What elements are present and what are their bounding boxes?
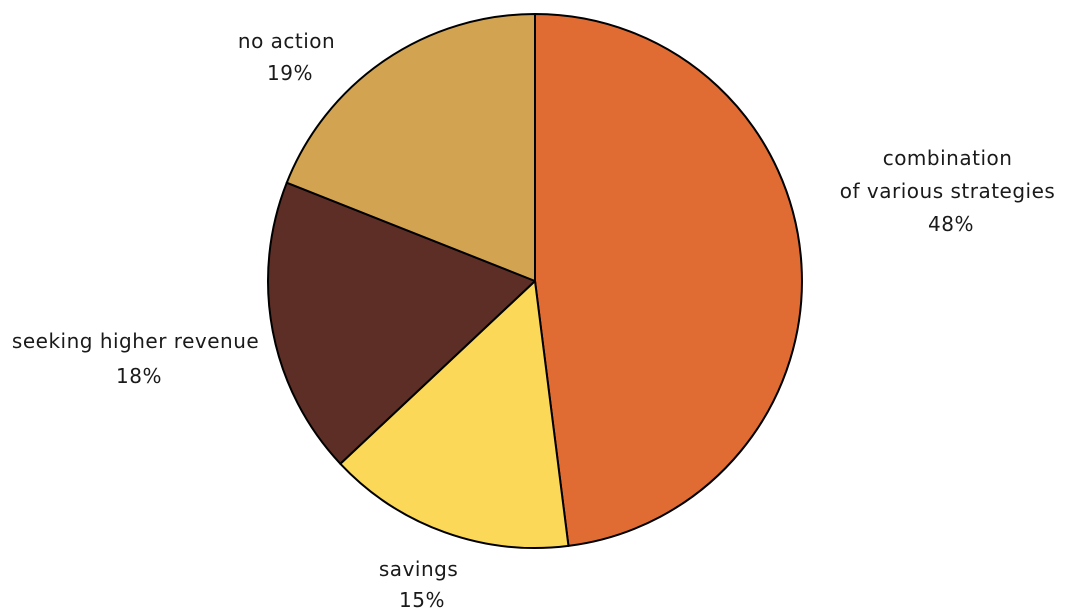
slice-value-savings: 15% bbox=[399, 588, 445, 609]
slice-label-combination-line-1: combination bbox=[883, 146, 1013, 170]
slice-value-no-action: 19% bbox=[267, 61, 313, 85]
slice-value-combination: 48% bbox=[928, 212, 974, 236]
slice-label-savings-line-1: savings bbox=[379, 557, 458, 581]
pie-slice-combination-of-various-strategies bbox=[534, 13, 803, 547]
slice-label-savings: savings 15% bbox=[379, 557, 465, 609]
slice-label-combination: combination of various strategies 48% bbox=[840, 146, 1062, 236]
slice-label-no-action: no action 19% bbox=[238, 29, 342, 85]
slice-label-seeking-higher-revenue: seeking higher revenue 18% bbox=[12, 329, 266, 388]
pie-slices bbox=[267, 13, 803, 549]
pie-slice-savings bbox=[339, 280, 570, 549]
slice-label-combination-line-2: of various strategies bbox=[840, 179, 1056, 203]
pie-slice-no-action bbox=[285, 13, 536, 282]
slice-value-seeking-higher-revenue: 18% bbox=[116, 364, 162, 388]
slice-label-no-action-line-1: no action bbox=[238, 29, 335, 53]
slice-label-seeking-higher-revenue-line-1: seeking higher revenue bbox=[12, 329, 259, 353]
pie-slice-seeking-higher-revenue bbox=[267, 181, 536, 465]
